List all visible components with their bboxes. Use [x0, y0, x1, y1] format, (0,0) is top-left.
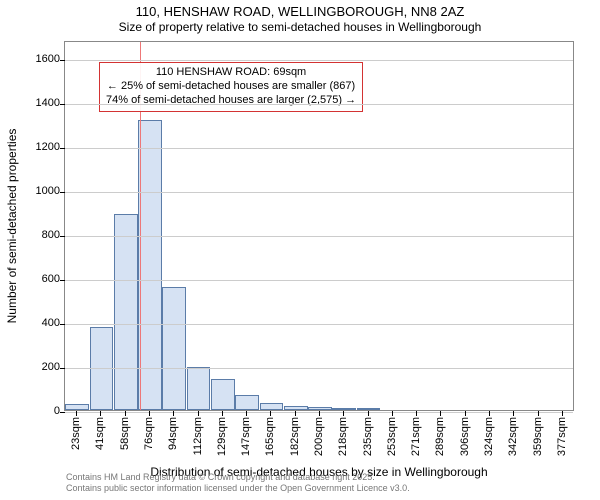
- x-tick-label: 94sqm: [167, 417, 179, 450]
- histogram-bar: [187, 367, 211, 410]
- credits-line2: Contains public sector information licen…: [66, 483, 410, 494]
- x-tick-label: 289sqm: [434, 417, 446, 456]
- x-tick-label: 129sqm: [216, 417, 228, 456]
- credits: Contains HM Land Registry data © Crown c…: [66, 472, 410, 495]
- x-tick-label: 377sqm: [556, 417, 568, 456]
- x-tick-label: 58sqm: [119, 417, 131, 450]
- y-tick-label: 1000: [10, 185, 60, 197]
- histogram-bar: [332, 408, 356, 410]
- y-tick-label: 1200: [10, 141, 60, 153]
- y-tick-label: 200: [10, 361, 60, 373]
- y-axis-label: Number of semi-detached properties: [5, 129, 19, 324]
- y-tick-label: 600: [10, 273, 60, 285]
- x-tick-label: 342sqm: [507, 417, 519, 456]
- histogram-bar: [211, 379, 235, 410]
- annotation-line1: 110 HENSHAW ROAD: 69sqm: [106, 66, 356, 80]
- y-tick-label: 400: [10, 317, 60, 329]
- histogram-bar: [357, 408, 381, 410]
- histogram-bar: [308, 407, 332, 410]
- credits-line1: Contains HM Land Registry data © Crown c…: [66, 472, 410, 483]
- x-tick-label: 23sqm: [70, 417, 82, 450]
- x-tick-label: 324sqm: [483, 417, 495, 456]
- histogram-bar: [284, 406, 308, 410]
- annotation-line3: 74% of semi-detached houses are larger (…: [106, 94, 356, 108]
- page-title-line2: Size of property relative to semi-detach…: [0, 20, 600, 35]
- x-tick-label: 76sqm: [143, 417, 155, 450]
- x-tick-label: 41sqm: [94, 417, 106, 450]
- x-tick-label: 306sqm: [459, 417, 471, 456]
- x-tick-label: 218sqm: [337, 417, 349, 456]
- y-tick-label: 1600: [10, 53, 60, 65]
- x-tick-label: 165sqm: [264, 417, 276, 456]
- x-tick-label: 182sqm: [289, 417, 301, 456]
- histogram-bar: [114, 214, 138, 410]
- histogram-bar: [260, 403, 284, 411]
- x-tick-label: 253sqm: [386, 417, 398, 456]
- page-title-line1: 110, HENSHAW ROAD, WELLINGBOROUGH, NN8 2…: [0, 4, 600, 20]
- x-tick-label: 235sqm: [362, 417, 374, 456]
- x-tick-label: 112sqm: [192, 417, 204, 455]
- x-tick-label: 359sqm: [532, 417, 544, 456]
- chart-container: 110 HENSHAW ROAD: 69sqm ← 25% of semi-de…: [64, 41, 574, 411]
- histogram-bar: [65, 404, 89, 411]
- plot-area: 110 HENSHAW ROAD: 69sqm ← 25% of semi-de…: [64, 41, 574, 411]
- histogram-bar: [162, 287, 186, 410]
- y-tick-label: 800: [10, 229, 60, 241]
- histogram-bar: [138, 120, 162, 411]
- x-tick-label: 200sqm: [313, 417, 325, 456]
- y-tick-label: 1400: [10, 97, 60, 109]
- histogram-bar: [235, 395, 259, 410]
- x-tick-label: 271sqm: [410, 417, 422, 456]
- x-tick-label: 147sqm: [240, 417, 252, 456]
- annotation-line2: ← 25% of semi-detached houses are smalle…: [106, 80, 356, 94]
- y-tick-label: 0: [10, 405, 60, 417]
